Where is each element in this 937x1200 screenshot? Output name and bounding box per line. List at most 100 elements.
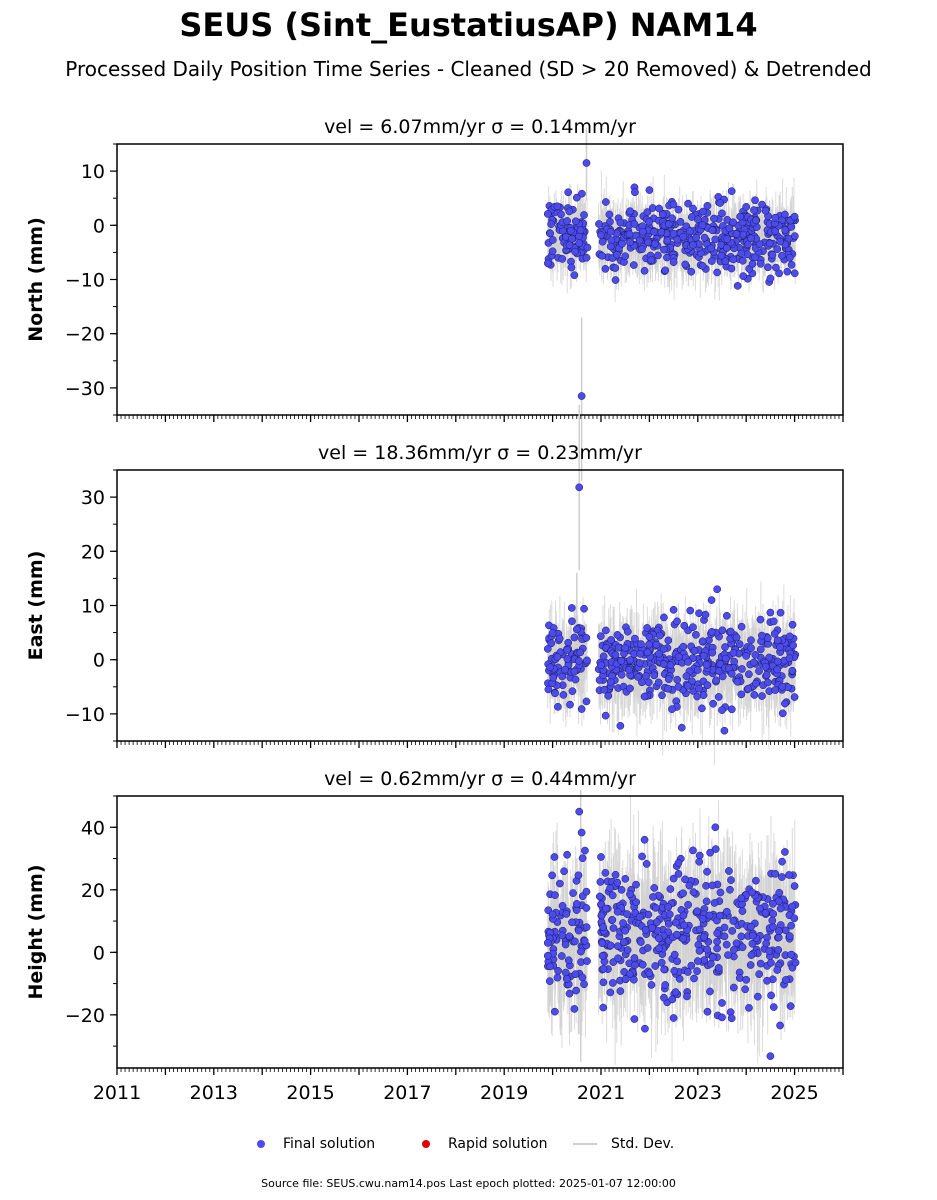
final-solution-point <box>701 610 710 619</box>
final-solution-point <box>638 960 647 969</box>
final-solution-point <box>572 193 581 202</box>
final-solution-point <box>727 705 736 714</box>
final-solution-point <box>690 974 698 983</box>
final-solution-point <box>580 604 588 613</box>
final-solution-point <box>733 282 742 290</box>
final-solution-point <box>626 684 634 693</box>
final-solution-point <box>742 975 751 984</box>
final-solution-point <box>570 667 579 676</box>
final-solution-point <box>655 944 663 953</box>
final-solution-point <box>598 237 607 246</box>
final-solution-point <box>548 247 557 256</box>
final-solution-point <box>658 210 667 219</box>
final-solution-point <box>768 251 777 259</box>
final-solution-point <box>574 926 583 935</box>
final-solution-point <box>623 910 631 918</box>
final-solution-point <box>681 875 689 884</box>
final-solution-point <box>775 927 783 935</box>
final-solution-point <box>683 681 692 690</box>
final-solution-point <box>578 189 586 198</box>
final-solution-point <box>649 893 657 901</box>
final-solution-point <box>582 253 591 262</box>
final-solution-point <box>648 204 657 212</box>
final-solution-point <box>643 944 652 952</box>
final-solution-point <box>574 871 583 880</box>
final-solution-point <box>645 186 654 194</box>
final-solution-point <box>553 973 562 982</box>
final-solution-point <box>738 256 747 265</box>
final-solution-point <box>764 678 772 687</box>
final-solution-point <box>543 210 552 218</box>
final-solution-point <box>616 218 625 227</box>
final-solution-point <box>714 693 723 701</box>
final-solution-point <box>677 723 686 732</box>
final-solution-point <box>638 678 646 687</box>
final-solution-point <box>776 643 784 652</box>
final-solution-point <box>631 961 639 969</box>
final-solution-point <box>723 235 732 244</box>
final-solution-point <box>785 932 794 940</box>
final-solution-point <box>693 957 702 965</box>
final-solution-point <box>766 1052 775 1060</box>
final-solution-point <box>664 903 673 911</box>
final-solution-point <box>714 963 723 972</box>
final-solution-point <box>703 867 711 876</box>
final-solution-point <box>560 867 568 876</box>
final-solution-point <box>629 975 638 984</box>
final-solution-point <box>583 957 591 965</box>
final-solution-point <box>695 857 704 866</box>
final-solution-point <box>737 249 746 258</box>
final-solution-point <box>563 646 571 654</box>
final-solution-point <box>553 202 562 211</box>
final-solution-point <box>750 206 758 214</box>
final-solution-point <box>582 904 591 912</box>
final-solution-point <box>716 888 725 897</box>
final-solution-point <box>763 976 771 985</box>
final-solution-point <box>745 670 753 679</box>
final-solution-point <box>765 239 774 248</box>
final-solution-point <box>599 652 608 661</box>
final-solution-point <box>623 946 632 954</box>
final-solution-point <box>707 244 715 253</box>
final-solution-point <box>732 633 741 642</box>
final-solution-point <box>765 947 774 955</box>
final-solution-point <box>751 651 760 659</box>
final-solution-point <box>572 625 581 634</box>
final-solution-point <box>664 636 673 645</box>
final-solution-point <box>640 835 649 844</box>
final-solution-point <box>561 940 570 949</box>
final-solution-point <box>583 656 591 665</box>
final-solution-point <box>770 629 779 638</box>
final-solution-point <box>748 888 756 897</box>
final-solution-point <box>546 962 555 971</box>
final-solution-point <box>742 203 751 211</box>
final-solution-point <box>558 672 567 681</box>
x-tick-label: 2017 <box>383 1082 431 1104</box>
final-solution-point <box>707 628 716 636</box>
final-solution-point <box>642 860 651 868</box>
final-solution-point <box>727 669 736 678</box>
final-solution-point <box>738 943 747 952</box>
final-solution-point <box>710 899 719 907</box>
final-solution-point <box>774 946 783 954</box>
final-solution-point <box>611 276 620 284</box>
y-axis-label-1: East (mm) <box>25 551 47 661</box>
final-solution-point <box>558 931 567 940</box>
final-solution-point <box>658 691 666 700</box>
final-solution-point <box>650 884 659 892</box>
final-solution-point <box>769 899 777 908</box>
final-solution-point <box>741 985 750 994</box>
final-solution-point <box>601 904 610 913</box>
final-solution-point <box>785 871 793 879</box>
final-solution-point <box>621 643 630 652</box>
final-solution-point <box>699 691 708 700</box>
final-solution-point <box>570 633 579 642</box>
final-solution-point <box>567 604 576 612</box>
final-solution-point <box>683 992 691 1001</box>
final-solution-point <box>647 981 656 989</box>
final-solution-point <box>617 670 626 679</box>
final-solution-point <box>617 885 626 894</box>
final-solution-point <box>545 977 554 985</box>
final-solution-point <box>769 910 778 918</box>
final-solution-point <box>619 919 627 927</box>
